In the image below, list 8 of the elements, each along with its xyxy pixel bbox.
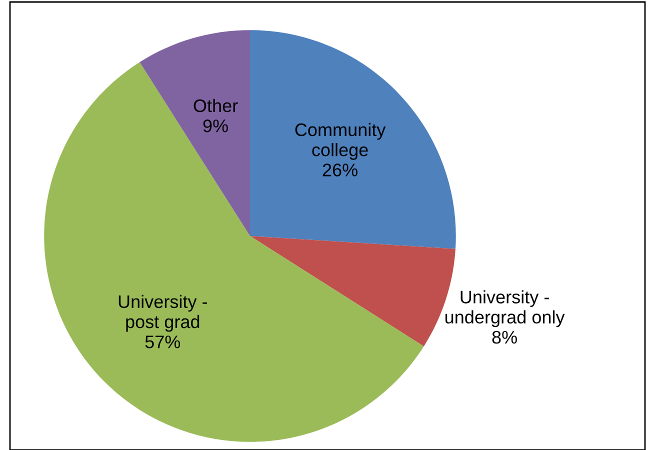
data-label: 26% xyxy=(322,164,358,176)
data-label: 9% xyxy=(203,119,228,132)
slice-label: Community college xyxy=(295,122,386,160)
slice-label: University - post grad xyxy=(118,294,207,332)
slice-label: Other xyxy=(194,98,238,112)
data-label: 57% xyxy=(145,336,180,348)
slice-label: University - undergrad only xyxy=(446,290,565,328)
data-label: 8% xyxy=(492,330,517,344)
